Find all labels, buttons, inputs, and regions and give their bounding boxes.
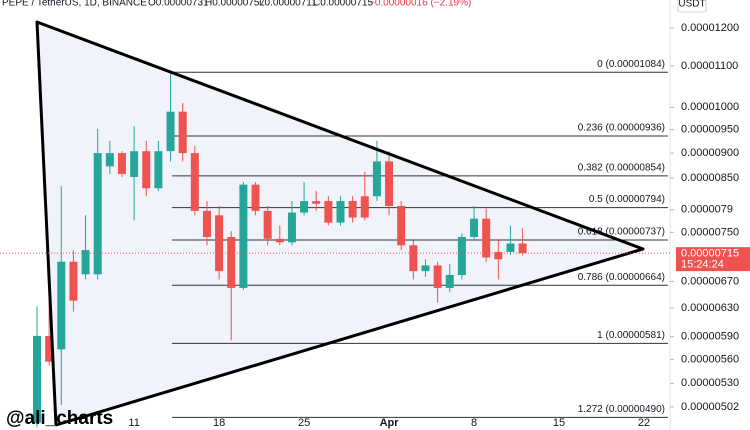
candle-body (518, 243, 527, 254)
candle-body (227, 237, 236, 288)
y-tick-label: 0.00000900 (681, 147, 739, 159)
triangle-pattern (35, 20, 645, 427)
candle-body (336, 201, 345, 223)
candle-body (142, 151, 151, 189)
y-tick-label: 0.00000560 (681, 353, 739, 365)
watermark: @ali_charts (6, 408, 113, 429)
y-tick-label: 0.00000750 (681, 226, 739, 238)
candle-body (397, 205, 406, 246)
candle-body (287, 212, 296, 243)
candle-body (482, 218, 491, 258)
y-tick-label: 0.00000670 (681, 275, 739, 287)
candle-body (409, 245, 418, 272)
x-tick-label: 11 (128, 417, 139, 429)
low-value: L0.00000711 (259, 0, 317, 9)
x-tick-label: Apr (380, 417, 400, 429)
candle-body (385, 161, 394, 206)
candle-body (360, 196, 369, 218)
candle-body (93, 153, 102, 275)
y-tick-label: 0.00000530 (681, 377, 739, 389)
candle-body (105, 153, 114, 167)
candle-body (45, 335, 54, 362)
fib-level-label: 0.236 (0.00000936) (578, 123, 665, 134)
x-tick-label: 8 (471, 417, 477, 429)
candle-body (251, 184, 260, 211)
y-tick-label: 0.00000630 (681, 302, 739, 314)
fib-level-label: 0.5 (0.00000794) (589, 194, 665, 205)
candle-body (506, 243, 515, 252)
candle-body (470, 218, 479, 238)
y-tick-label: 0.00000950 (681, 124, 739, 136)
candle-body (130, 151, 139, 177)
y-tick-label: 0.00001000 (681, 101, 739, 113)
candle-body (445, 274, 454, 288)
change-value: −0.00000016 (−2.19%) (369, 0, 471, 9)
x-tick-label: 22 (638, 417, 650, 429)
close-value: C0.00000715 (313, 0, 373, 9)
candle-body (81, 250, 90, 275)
candle-body (33, 335, 41, 423)
candle-body (215, 215, 224, 272)
candle-body (202, 210, 211, 238)
candle-body (275, 238, 284, 243)
fib-level-label: 0.786 (0.00000664) (578, 272, 665, 283)
chart-header: PEPE / TetherUS, 1D, BINANCE (2, 0, 147, 9)
candle-body (457, 237, 466, 275)
x-tick-label: 15 (553, 417, 565, 429)
x-tick-label: 18 (213, 417, 225, 429)
countdown-label: 15:24:24 (681, 259, 724, 271)
candle-body (239, 184, 248, 288)
fib-level-label: 0.382 (0.00000854) (578, 163, 665, 174)
candle-body (69, 261, 78, 301)
candle-body (117, 153, 126, 174)
candle-body (166, 111, 175, 152)
y-tick-label: 0.00000502 (681, 401, 739, 413)
fib-level-label: 1.272 (0.00000490) (578, 404, 665, 415)
fib-level-label: 0.618 (0.00000737) (578, 227, 665, 238)
fib-level-label: 1 (0.00000581) (597, 330, 665, 341)
open-value: O0.00000731 (148, 0, 209, 9)
current-price-label: 0.00000715 (681, 248, 739, 260)
candle-body (494, 251, 503, 260)
y-tick-label: 0.00000850 (681, 172, 739, 184)
fib-level-label: 0 (0.00001084) (597, 59, 665, 70)
candle-body (433, 265, 442, 288)
currency[interactable]: USDT (678, 0, 705, 10)
currency-box[interactable] (677, 0, 707, 13)
candle-body (312, 201, 321, 204)
y-tick-label: 0.00000590 (681, 331, 739, 343)
y-tick-label: 0.00001100 (681, 60, 738, 72)
candle-body (324, 201, 333, 223)
candle-body (421, 265, 430, 272)
x-tick-label: 25 (298, 417, 310, 429)
candle-body (57, 261, 66, 350)
y-tick-label: 0.00001200 (681, 22, 739, 34)
candle-body (178, 111, 187, 154)
candle-body (154, 151, 163, 189)
candle-body (372, 161, 381, 197)
high-value: H0.00000757 (205, 0, 265, 9)
candle-body (190, 153, 199, 211)
current-price-box (676, 247, 750, 272)
candle-body (263, 210, 272, 239)
y-tick-label: 0.0000079 (681, 204, 733, 216)
candle-body (300, 201, 309, 213)
candle-body (348, 201, 357, 218)
